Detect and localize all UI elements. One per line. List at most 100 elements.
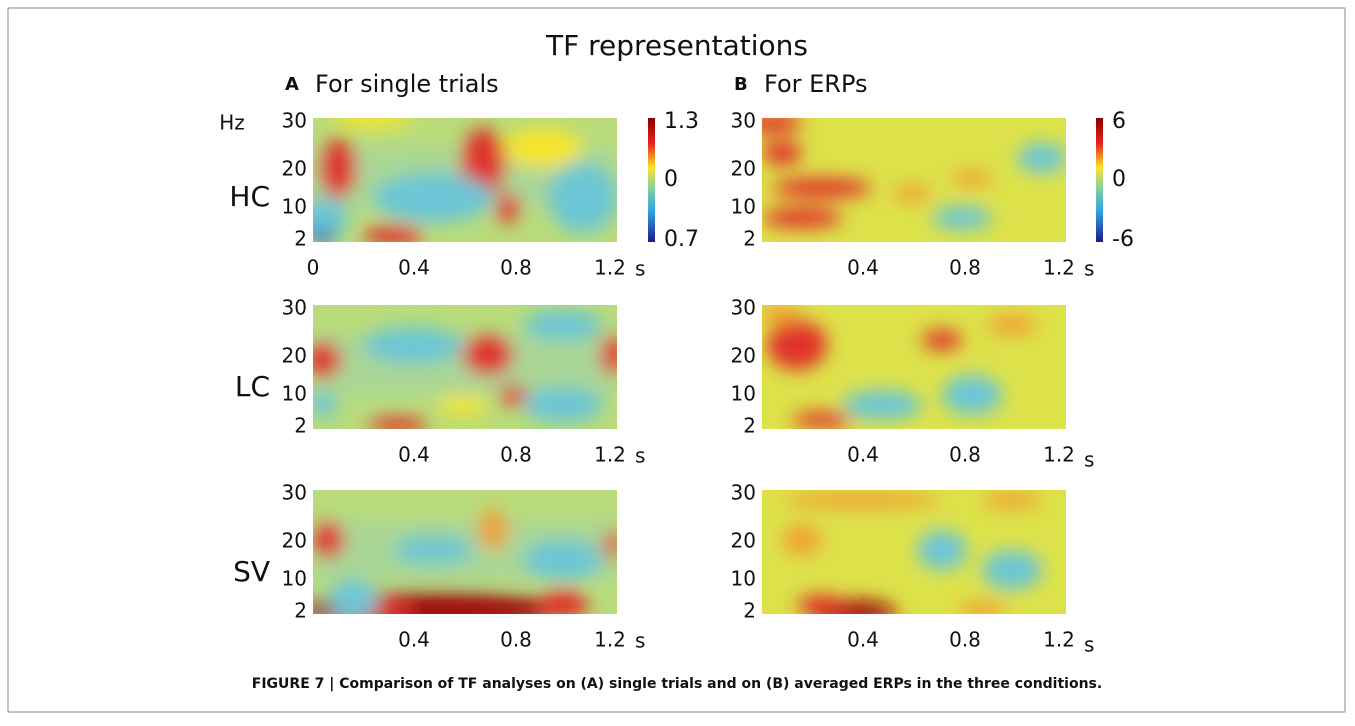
y-tick-label: 20 [282,344,307,368]
x-tick-label: 0.4 [847,256,879,280]
y-tick-label: 30 [731,481,756,505]
heatmap-blob [982,550,1042,590]
y-tick-label: 10 [731,382,756,406]
x-tick-label: 0.4 [398,443,430,467]
heatmap-blob [523,540,603,580]
colorbar-label: 6 [1112,109,1126,134]
heatmap-blob [782,525,822,555]
heatmap-blob [313,198,348,238]
heatmap-blob [792,412,852,428]
x-tick-label: 1.2 [1043,256,1075,280]
panel-letter: B [734,74,748,95]
x-tick-label: 1.2 [1043,443,1075,467]
heatmap-blob [767,320,827,370]
heatmap-blob [942,375,1002,415]
y-tick-label: 20 [731,344,756,368]
y-tick-label: 30 [731,296,756,320]
heatmap-blob [523,310,603,340]
heatmap-blob [503,128,583,168]
x-tick-label: 0.8 [949,628,981,652]
heatmap-blobs [762,305,1037,428]
heatmap-blob [932,206,992,230]
y-tick-label: 2 [743,599,756,623]
heatmap-blob [328,580,378,614]
x-unit: s [635,257,645,281]
heatmap-blobs [782,492,1042,614]
colorbar-label: 0 [1112,167,1126,192]
heatmap-blob [313,342,341,378]
heatmap-blob [368,417,428,429]
y-tick-label: 2 [743,414,756,438]
x-tick-label: 0.8 [500,256,532,280]
x-tick-label: 1.2 [1043,628,1075,652]
heatmap-blob [363,226,423,242]
heatmap-blob [523,387,603,423]
x-tick-label: 0.8 [500,443,532,467]
heatmap-blob [373,173,493,223]
row-label: LC [235,370,270,403]
heatmap-blob [313,522,344,558]
y-tick-label: 10 [282,382,307,406]
heatmap-blob [892,185,932,201]
x-unit: s [1084,448,1094,472]
x-tick-label: 0 [307,256,320,280]
heatmap-blob [772,178,872,198]
heatmap [762,118,1066,242]
x-tick-label: 1.2 [594,256,626,280]
x-tick-label: 0.4 [398,628,430,652]
heatmap-blob [762,118,802,133]
colorbar-label: 0.7 [664,227,699,252]
heatmap-blob [463,335,513,375]
heatmap-blob [393,536,473,564]
y-unit: Hz [219,111,245,135]
y-tick-label: 30 [282,109,307,133]
heatmap-blob [538,590,588,614]
heatmap-blob [333,118,413,128]
heatmap-blobs [313,310,617,429]
heatmap-blob [478,510,508,550]
row-label: HC [229,180,270,213]
heatmap-blob [842,390,922,420]
x-tick-label: 0.4 [398,256,430,280]
heatmap-blob [762,208,842,228]
y-tick-label: 10 [282,567,307,591]
x-unit: s [635,444,645,468]
y-tick-label: 20 [282,157,307,181]
panel-label: For ERPs [764,70,868,98]
heatmap-blob [499,385,527,405]
heatmap-blob [496,193,520,223]
y-tick-label: 2 [294,227,307,251]
colorbar-label: 0 [664,167,678,192]
heatmap-blob [1017,143,1066,173]
x-tick-label: 0.8 [949,256,981,280]
panel-letter: A [285,74,299,95]
heatmap-blob [797,595,847,614]
x-tick-label: 0.8 [500,628,532,652]
heatmap-blob [782,492,942,508]
colorbar [1096,118,1103,242]
y-tick-label: 30 [731,109,756,133]
y-tick-label: 20 [282,529,307,553]
x-tick-label: 0.4 [847,443,879,467]
y-tick-label: 2 [294,414,307,438]
heatmap [313,305,617,429]
heatmap-blob [917,530,967,570]
y-tick-label: 20 [731,529,756,553]
heatmap-blobs [313,118,617,242]
heatmap [313,490,617,614]
x-unit: s [1084,257,1094,281]
x-tick-label: 0.4 [847,628,879,652]
heatmap [313,118,617,242]
y-tick-label: 10 [282,195,307,219]
heatmap-blob [548,163,617,233]
y-tick-label: 10 [731,567,756,591]
heatmap-blob [363,327,463,363]
heatmap-tint [313,335,617,395]
heatmap-blob [320,138,356,198]
y-tick-label: 30 [282,481,307,505]
caption: FIGURE 7 | Comparison of TF analyses on … [252,676,1102,692]
heatmap-blobs [762,118,1066,230]
x-unit: s [1084,633,1094,657]
heatmap-blob [438,395,488,415]
x-tick-label: 1.2 [594,628,626,652]
